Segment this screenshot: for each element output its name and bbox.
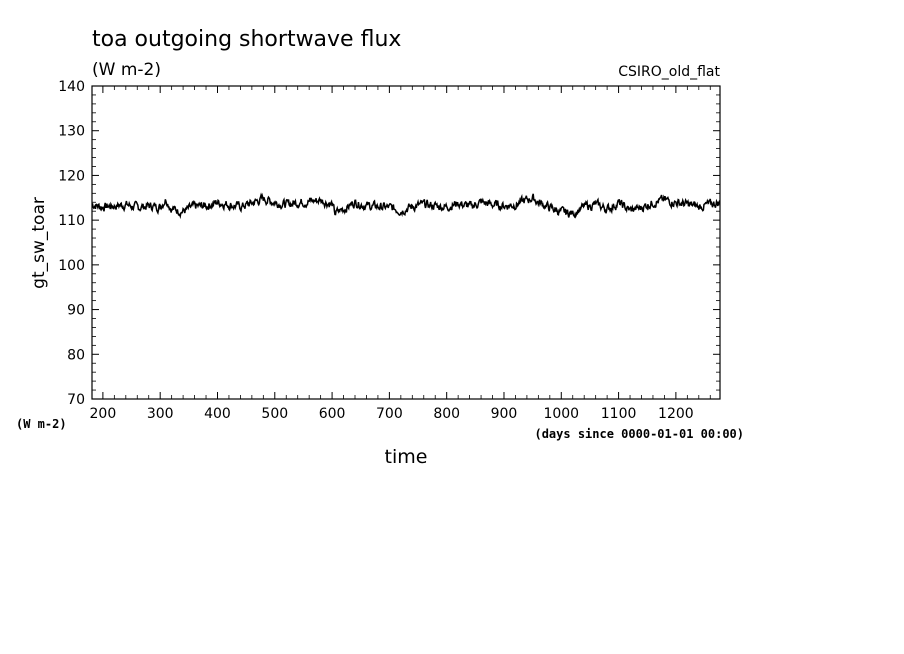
- x-axis: 200 300 400 500 600 700 800 900 1000 1100 1200: [90, 86, 711, 422]
- x-tick-label: 600: [319, 406, 346, 422]
- y-tick-label: 100: [58, 258, 85, 274]
- x-axis-label: time: [385, 446, 428, 468]
- x-tick-label: 900: [491, 406, 518, 422]
- model-tag: CSIRO_old_flat: [618, 64, 720, 80]
- y-tick-label: 130: [58, 124, 85, 140]
- x-tick-label: 1000: [543, 406, 579, 422]
- x-tick-label: 1200: [658, 406, 694, 422]
- y-tick-label: 90: [67, 303, 85, 319]
- y-tick-label: 110: [58, 213, 85, 229]
- plot-frame: [91, 85, 721, 400]
- y-tick-label: 70: [67, 392, 85, 408]
- series-line-gt-sw-toar: [91, 192, 721, 220]
- x-tick-label: 200: [90, 406, 117, 422]
- x-axis-unit: (days since 0000-01-01 00:00): [534, 427, 744, 441]
- x-tick-label: 500: [261, 406, 288, 422]
- x-tick-label: 800: [433, 406, 460, 422]
- x-tick-label: 300: [147, 406, 174, 422]
- y-tick-label: 120: [58, 168, 85, 184]
- y-axis-label: gt_sw_toar: [29, 197, 49, 289]
- y-axis: 70 80 90 100 110 120 130 140: [58, 79, 720, 408]
- chart-subtitle: (W m-2): [92, 60, 161, 80]
- chart-title: toa outgoing shortwave flux: [92, 27, 401, 52]
- x-tick-label: 400: [204, 406, 231, 422]
- y-tick-label: 140: [58, 79, 85, 95]
- y-tick-label: 80: [67, 347, 85, 363]
- x-tick-label: 700: [376, 406, 403, 422]
- y-axis-unit: (W m-2): [16, 417, 67, 431]
- x-tick-label: 1100: [601, 406, 637, 422]
